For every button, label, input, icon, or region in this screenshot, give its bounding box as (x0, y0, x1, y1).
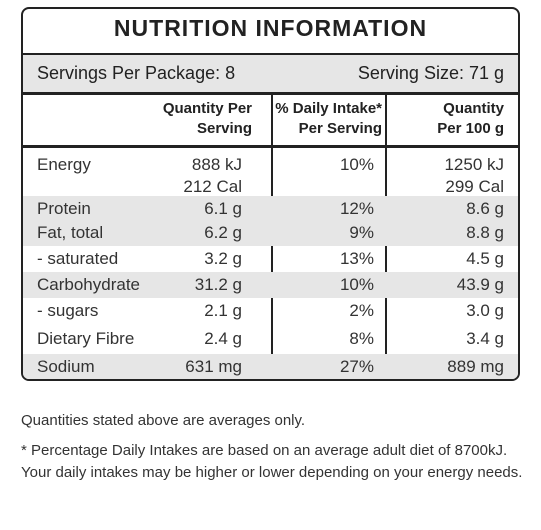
qty-cal: 212 Cal (183, 177, 242, 196)
nutrient-name: Sodium (37, 357, 95, 376)
header-dv-line1: % Daily Intake* (275, 100, 382, 117)
header-qty-line1: Quantity Per (162, 100, 252, 117)
table-row-fat: Fat, total 6.2 g 9% 8.8 g (23, 221, 518, 246)
qty-per-serving: 2.4 g (204, 329, 242, 348)
nutrient-rows: Energy 888 kJ 212 Cal 10% 1250 kJ 299 Ca… (23, 148, 518, 379)
qty-per-100g: 8.8 g (466, 223, 504, 242)
nutrient-name: Protein (37, 199, 91, 218)
qty-per-100g: 889 mg (447, 357, 504, 376)
table-row-saturated: - saturated 3.2 g 13% 4.5 g (23, 246, 518, 272)
header-dv-line2: Per Serving (298, 120, 382, 137)
table-row-protein: Protein 6.1 g 12% 8.6 g (23, 196, 518, 221)
qty-kj: 888 kJ (191, 155, 242, 174)
daily-intake-note: * Percentage Daily Intakes are based on … (21, 442, 523, 481)
header-daily-intake: % Daily Intake* Per Serving (275, 99, 382, 139)
header-p100-line2: Per 100 g (437, 120, 504, 137)
footnotes: Quantities stated above are averages onl… (21, 410, 526, 484)
nutrient-name: Dietary Fibre (37, 329, 135, 348)
qty-per-serving: 3.2 g (204, 249, 242, 268)
nutrient-name: - sugars (37, 301, 99, 320)
table-row-fibre: Dietary Fibre 2.4 g 8% 3.4 g (23, 324, 518, 354)
daily-intake: 10% (339, 275, 374, 294)
qty-per-100g: 3.4 g (466, 329, 504, 348)
qty-per-100g: 1250 kJ 299 Cal (444, 154, 504, 198)
servings-row: Servings Per Package: 8 Serving Size: 71… (23, 53, 518, 92)
qty-per-100g: 3.0 g (466, 301, 504, 320)
column-header-row: Quantity Per Serving % Daily Intake* Per… (23, 92, 518, 148)
panel-title: NUTRITION INFORMATION (113, 15, 428, 41)
qty-per-serving: 631 mg (185, 357, 242, 376)
qty-per-serving: 2.1 g (204, 301, 242, 320)
nutrition-panel: NUTRITION INFORMATION Servings Per Packa… (21, 7, 520, 381)
nutrient-name: Energy (37, 155, 91, 174)
qty-per-100g: 4.5 g (466, 249, 504, 268)
table-row-sugars: - sugars 2.1 g 2% 3.0 g (23, 298, 518, 324)
table-row-carbohydrate: Carbohydrate 31.2 g 10% 43.9 g (23, 272, 518, 298)
header-qty-per-serving: Quantity Per Serving (163, 99, 252, 139)
serving-size: Serving Size: 71 g (357, 63, 504, 83)
qty-per-100g: 8.6 g (466, 199, 504, 218)
table-row-sodium: Sodium 631 mg 27% 889 mg (23, 354, 518, 379)
daily-intake: 13% (339, 249, 374, 268)
servings-per-package: Servings Per Package: 8 (37, 63, 236, 83)
nutrient-name: Carbohydrate (37, 275, 141, 294)
daily-intake: 2% (349, 301, 374, 320)
qty-per-serving: 6.1 g (204, 199, 242, 218)
daily-intake: 27% (339, 357, 374, 376)
nutrient-name: - saturated (37, 249, 119, 268)
header-qty-line2: Serving (196, 120, 252, 137)
daily-intake: 12% (339, 199, 374, 218)
p100-cal: 299 Cal (445, 177, 504, 196)
qty-per-serving: 888 kJ 212 Cal (183, 154, 242, 198)
daily-intake: 10% (339, 155, 374, 174)
qty-per-100g: 43.9 g (456, 275, 504, 294)
qty-per-serving: 6.2 g (204, 223, 242, 242)
daily-intake: 8% (349, 329, 374, 348)
daily-intake: 9% (349, 223, 374, 242)
header-p100-line1: Quantity (443, 100, 504, 117)
averages-note: Quantities stated above are averages onl… (21, 412, 306, 429)
p100-kj: 1250 kJ (444, 155, 504, 174)
qty-per-serving: 31.2 g (194, 275, 242, 294)
header-per-100g: Quantity Per 100 g (437, 99, 504, 139)
table-row-energy: Energy 888 kJ 212 Cal 10% 1250 kJ 299 Ca… (23, 148, 518, 196)
nutrient-name: Fat, total (37, 223, 104, 242)
